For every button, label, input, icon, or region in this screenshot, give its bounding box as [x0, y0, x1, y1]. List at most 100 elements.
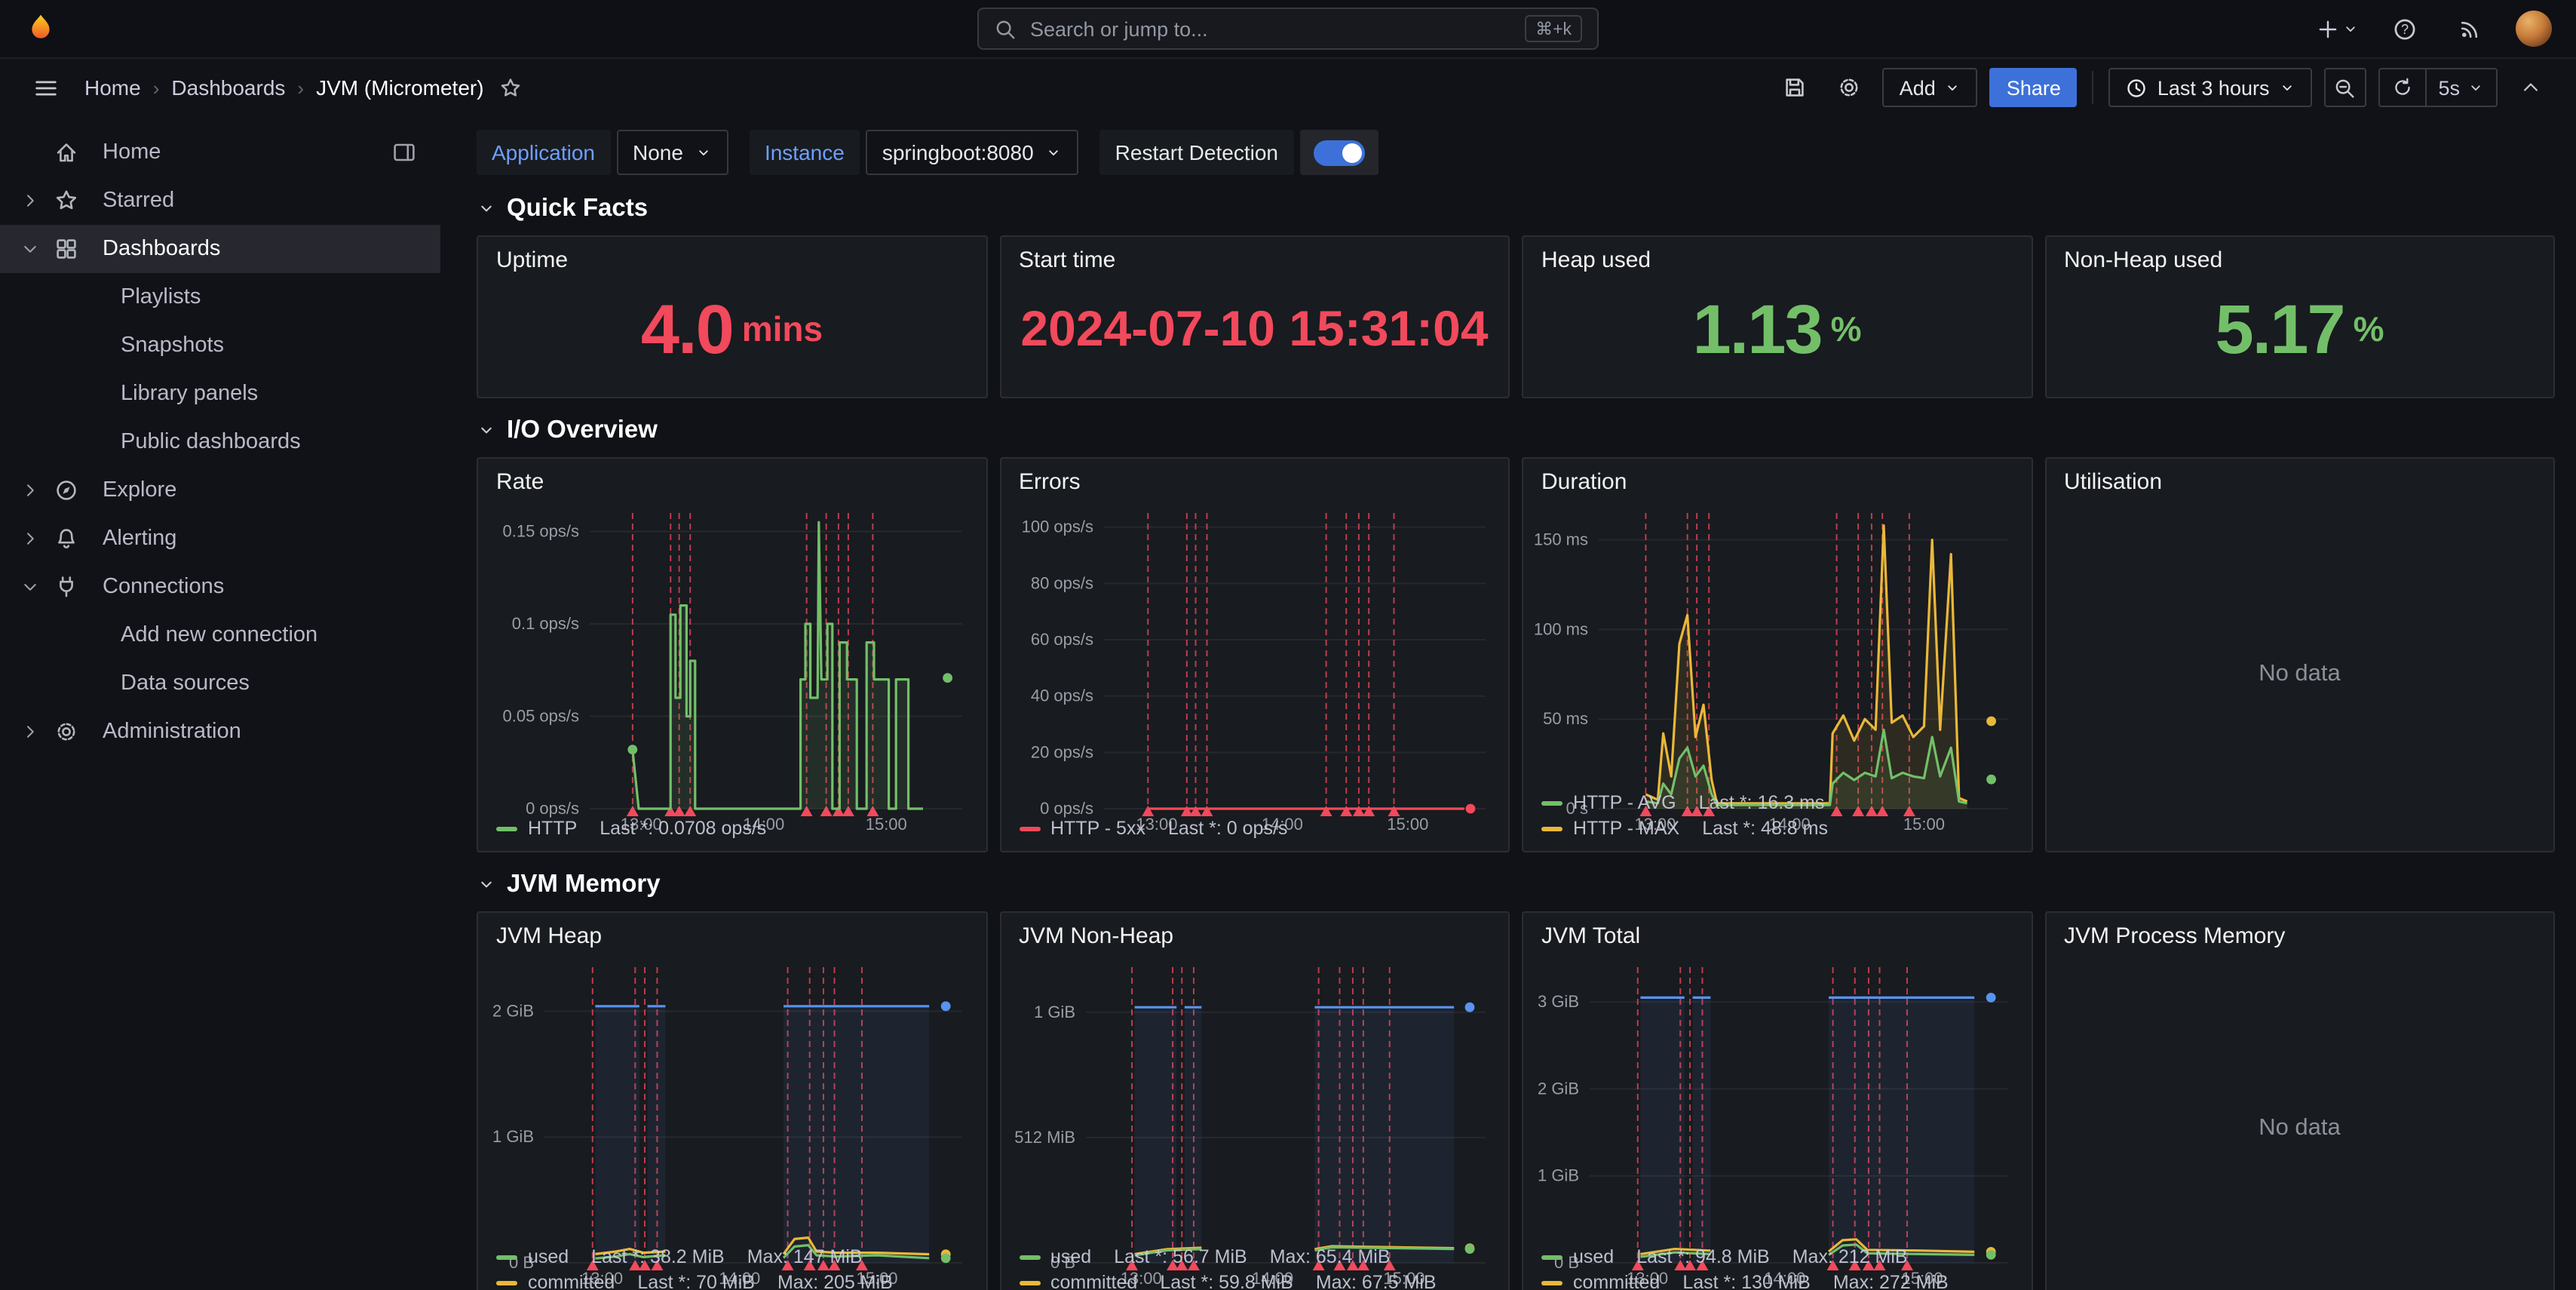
sidebar-item-label: Data sources [121, 671, 250, 696]
sidebar-item-playlists[interactable]: Playlists [0, 273, 440, 321]
svg-text:50 ms: 50 ms [1543, 709, 1588, 728]
legend-item[interactable]: HTTP - AVG Last *: 16.3 ms [1541, 792, 2013, 813]
svg-text:1 GiB: 1 GiB [1538, 1166, 1579, 1185]
refresh-interval-select[interactable]: 5s [2426, 69, 2496, 106]
restart-detection-switch-box [1299, 130, 1378, 175]
chevron-right-icon[interactable] [21, 530, 54, 548]
sidebar-item-data-sources[interactable]: Data sources [0, 659, 440, 708]
svg-text:0.1 ops/s: 0.1 ops/s [512, 614, 579, 633]
chevron-right-icon[interactable] [21, 723, 54, 741]
top-bar: Search or jump to... ⌘+k ? [0, 0, 2576, 59]
instance-select[interactable]: springboot:8080 [865, 130, 1079, 175]
panel-title[interactable]: JVM Non-Heap [1019, 923, 1174, 949]
panel-title[interactable]: Errors [1019, 469, 1081, 495]
legend-item[interactable]: used Last *: 38.2 MiB Max: 147 MiB [496, 1246, 968, 1267]
rate-legend: HTTP Last *: 0.0708 ops/s [478, 815, 986, 851]
panel-title[interactable]: Rate [496, 469, 544, 495]
section-jvm-memory[interactable]: JVM Memory [477, 871, 2555, 899]
panel-title[interactable]: Heap used [1541, 247, 1651, 273]
time-range-picker[interactable]: Last 3 hours [2108, 68, 2312, 107]
plug-icon [54, 575, 84, 599]
legend-item[interactable]: used Last *: 94.8 MiB Max: 212 MiB [1541, 1246, 2013, 1267]
refresh-button[interactable] [2379, 69, 2424, 106]
compass-icon [54, 478, 84, 502]
sidebar-item-library-panels[interactable]: Library panels [0, 370, 440, 418]
sidebar-item-snapshots[interactable]: Snapshots [0, 321, 440, 370]
legend-item[interactable]: used Last *: 56.7 MiB Max: 65.4 MiB [1019, 1246, 1490, 1267]
refresh-icon [2391, 77, 2412, 98]
star-icon [54, 189, 84, 213]
section-io-overview[interactable]: I/O Overview [477, 416, 2555, 445]
mega-menu-button[interactable] [24, 68, 66, 107]
search-icon [994, 17, 1017, 40]
zoom-out-button[interactable] [2323, 68, 2366, 107]
breadcrumb-separator: › [152, 76, 160, 99]
share-button[interactable]: Share [1989, 68, 2078, 107]
grafana-logo-icon[interactable] [24, 11, 60, 47]
panel-title[interactable]: Start time [1019, 247, 1116, 273]
jvm-non-heap-chart[interactable]: 0 B 512 MiB 1 GiB 13:00 14:00 15:00 [1001, 952, 1508, 1288]
panel-title[interactable]: Non-Heap used [2064, 247, 2223, 273]
sidebar-item-connections[interactable]: Connections [0, 563, 440, 611]
dock-sidebar-icon[interactable] [392, 140, 416, 164]
sidebar-item-label: Snapshots [121, 333, 225, 358]
breadcrumb-home[interactable]: Home [84, 75, 141, 100]
legend-item[interactable]: HTTP Last *: 0.0708 ops/s [496, 818, 968, 839]
panel-title[interactable]: Uptime [496, 247, 569, 273]
sidebar-item-administration[interactable]: Administration [0, 708, 440, 756]
errors-chart[interactable]: 0 ops/s 20 ops/s 40 ops/s 60 ops/s 80 ops/s 1… [1001, 498, 1508, 834]
section-quick-facts[interactable]: Quick Facts [477, 195, 2555, 223]
search-input[interactable]: Search or jump to... ⌘+k [977, 8, 1599, 50]
panel-title[interactable]: Duration [1541, 469, 1627, 495]
sidebar-item-add-new-connection[interactable]: Add new connection [0, 611, 440, 659]
news-button[interactable] [2449, 9, 2492, 48]
sidebar-item-public-dashboards[interactable]: Public dashboards [0, 418, 440, 466]
legend-item[interactable]: committed Last *: 59.8 MiB Max: 67.5 MiB [1019, 1272, 1490, 1290]
stat-value: 4.0 mins [640, 290, 823, 368]
chevron-down-icon[interactable] [21, 240, 54, 258]
series-value: Last *: 0.0708 ops/s [600, 818, 767, 839]
legend-item[interactable]: committed Last *: 70 MiB Max: 205 MiB [496, 1272, 968, 1290]
sidebar-item-starred[interactable]: Starred [0, 177, 440, 225]
chevron-down-icon[interactable] [21, 578, 54, 596]
help-button[interactable]: ? [2383, 9, 2425, 48]
legend-item[interactable]: HTTP - 5xx Last *: 0 ops/s [1019, 818, 1490, 839]
user-avatar[interactable] [2516, 11, 2552, 47]
panel-title[interactable]: Utilisation [2064, 469, 2163, 495]
panel-title[interactable]: JVM Total [1541, 923, 1641, 949]
duration-chart[interactable]: 0 s 50 ms 100 ms 150 ms 13:00 14:00 15:00 [1523, 498, 2031, 834]
save-dashboard-button[interactable] [1774, 68, 1817, 107]
sidebar-item-explore[interactable]: Explore [0, 466, 440, 514]
jvm-memory-row: JVM Heap 0 B 1 GiB 2 GiB 13:00 14:00 15:00 us… [477, 911, 2555, 1290]
breadcrumb-dashboards[interactable]: Dashboards [171, 75, 286, 100]
add-panel-button[interactable]: Add [1882, 68, 1978, 107]
legend-item[interactable]: HTTP - MAX Last *: 48.8 ms [1541, 818, 2013, 839]
chevron-down-icon [1046, 144, 1063, 161]
jvm-total-legend: used Last *: 94.8 MiB Max: 212 MiB committe… [1523, 1243, 2031, 1290]
search-placeholder: Search or jump to... [1030, 17, 1208, 40]
new-menu-button[interactable] [2317, 17, 2359, 40]
chevron-right-icon[interactable] [21, 192, 54, 210]
chevron-right-icon[interactable] [21, 481, 54, 499]
panel-title[interactable]: JVM Process Memory [2064, 923, 2286, 949]
rate-chart[interactable]: 0 ops/s 0.05 ops/s 0.1 ops/s 0.15 ops/s 13:0… [478, 498, 986, 834]
legend-item[interactable]: committed Last *: 130 MiB Max: 272 MiB [1541, 1272, 2013, 1290]
svg-text:15:00: 15:00 [1386, 815, 1428, 834]
sidebar-item-dashboards[interactable]: Dashboards [0, 225, 440, 273]
sidebar-item-home[interactable]: Home [0, 128, 440, 177]
chevron-up-icon [2520, 77, 2541, 98]
application-select[interactable]: None [616, 130, 728, 175]
sidebar-item-label: Dashboards [103, 237, 221, 261]
restart-detection-toggle[interactable] [1313, 140, 1364, 165]
collapse-controls-button[interactable] [2510, 68, 2552, 107]
panel-title[interactable]: JVM Heap [496, 923, 603, 949]
svg-text:100 ms: 100 ms [1534, 619, 1588, 638]
sidebar-item-alerting[interactable]: Alerting [0, 514, 440, 563]
series-value: Max: 212 MiB [1792, 1246, 1908, 1267]
favorite-dashboard-button[interactable] [499, 76, 522, 99]
dashboard-settings-button[interactable] [1829, 68, 1871, 107]
zoom-out-icon [2333, 76, 2356, 99]
